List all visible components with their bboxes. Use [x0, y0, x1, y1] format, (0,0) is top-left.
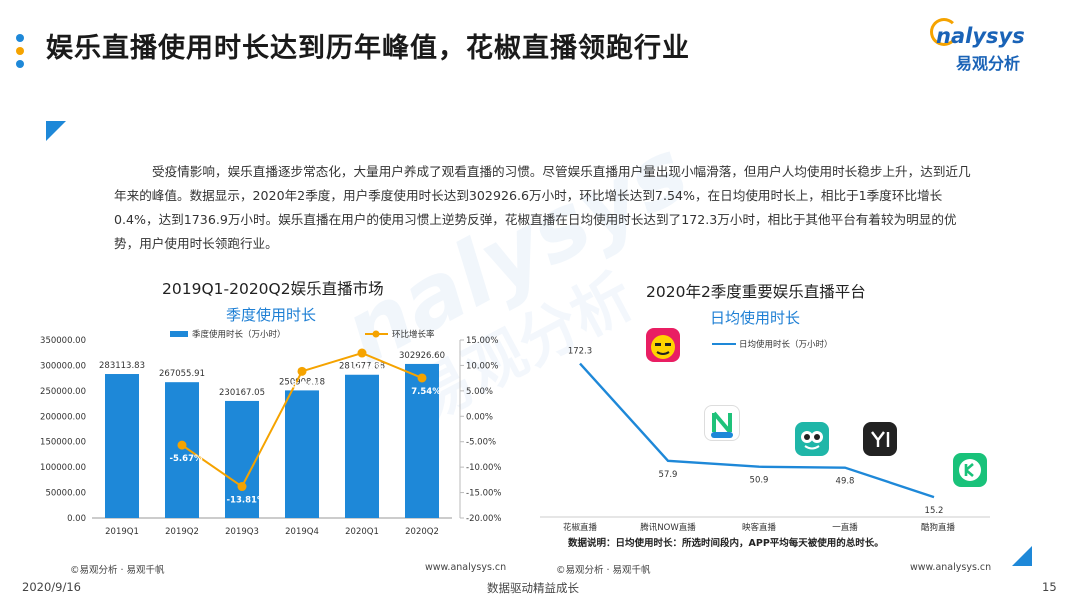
chart2-subtitle: 日均使用时长 — [710, 309, 801, 327]
growth-label: 12.44% — [348, 362, 384, 372]
bar-value-label: 283113.83 — [99, 361, 145, 371]
growth-point — [297, 366, 307, 376]
bar — [345, 374, 379, 518]
now-live-glyph — [711, 411, 733, 438]
x-tick-label: 映客直播 — [742, 522, 777, 533]
x-tick-label: 一直播 — [832, 522, 858, 533]
inke-icon — [795, 422, 829, 456]
page-number: 15 — [1042, 580, 1057, 594]
dot-3 — [16, 60, 24, 68]
legend-line-label: 日均使用时长（万小时） — [739, 339, 833, 350]
page-date: 2020/9/16 — [22, 580, 81, 594]
yizhibo-glyph — [871, 431, 890, 447]
bar — [405, 363, 439, 518]
chart2-svg: 172.3 57.9 50.9 49.8 15.2 花椒直播 腾讯NOW直播 映客直播 一直播 酷… — [540, 339, 990, 533]
usage-value-label: 50.9 — [750, 476, 769, 486]
summary-paragraph: 受疫情影响，娱乐直播逐步常态化，大量用户养成了观看直播的习惯。尽管娱乐直播用户量… — [114, 164, 971, 251]
legend-bar-label: 季度使用时长（万小时） — [192, 329, 286, 340]
dot-1 — [16, 34, 24, 42]
left-tick-label: 350000.00 — [40, 336, 86, 346]
left-tick-label: 250000.00 — [40, 387, 86, 397]
right-tick-label: -5.00% — [466, 438, 496, 448]
right-tick-label: -20.00% — [466, 514, 501, 524]
chart1-title: 2019Q1-2020Q2娱乐直播市场 — [162, 280, 384, 298]
legend-line-label: 环比增长率 — [392, 329, 435, 340]
left-tick-label: 150000.00 — [40, 438, 86, 448]
page-title: 娱乐直播使用时长达到历年峰值，花椒直播领跑行业 — [46, 33, 690, 64]
legend-bar-swatch — [170, 331, 188, 337]
growth-point — [417, 373, 427, 383]
chart2-title: 2020年2季度重要娱乐直播平台 — [646, 283, 866, 301]
bar-value-label: 250908.18 — [279, 377, 325, 387]
usage-value-label: 172.3 — [568, 347, 592, 357]
x-tick-label: 2019Q2 — [165, 527, 199, 537]
left-tick-label: 50000.00 — [45, 489, 86, 499]
legend-line-dot — [372, 330, 380, 338]
growth-point — [177, 440, 187, 450]
bar-value-label: 230167.05 — [219, 388, 265, 398]
x-tick-label: 花椒直播 — [563, 522, 598, 533]
right-tick-label: 5.00% — [466, 387, 493, 397]
usage-value-label: 15.2 — [925, 506, 944, 516]
left-tick-label: 100000.00 — [40, 463, 86, 473]
usage-value-label: 49.8 — [836, 477, 855, 487]
growth-point — [237, 482, 247, 492]
yizhibo-icon — [863, 422, 897, 456]
x-tick-label: 2019Q3 — [225, 527, 259, 537]
left-tick-label: 200000.00 — [40, 412, 86, 422]
bar — [285, 390, 319, 518]
corner-triangle-icon — [46, 121, 66, 141]
chart1-subtitle: 季度使用时长 — [226, 306, 317, 324]
growth-label: -5.67% — [169, 454, 202, 464]
bar-value-label: 302926.60 — [399, 351, 445, 361]
x-tick-label: 2019Q1 — [105, 527, 139, 537]
corner-triangle-bottom-icon — [1012, 546, 1032, 566]
chart1-footer-right: www.analysys.cn — [425, 562, 507, 573]
bar — [105, 374, 139, 518]
left-tick-label: 300000.00 — [40, 361, 86, 371]
right-tick-label: 0.00% — [466, 412, 493, 422]
x-tick-label: 2020Q1 — [345, 527, 379, 537]
growth-label: 7.54% — [411, 387, 441, 397]
x-tick-label: 2019Q4 — [285, 527, 319, 537]
x-tick-label: 2020Q2 — [405, 527, 439, 537]
growth-label: -13.81% — [227, 496, 266, 506]
usage-line — [579, 362, 935, 499]
growth-label: 8.84% — [291, 380, 321, 390]
page-slogan: 数据驱动精益成长 — [487, 581, 579, 595]
title-dots-icon — [16, 34, 26, 73]
usage-value-label: 57.9 — [659, 470, 678, 480]
chart2-footer-right: www.analysys.cn — [910, 562, 992, 573]
analysys-logo-icon — [930, 18, 958, 46]
growth-point — [357, 348, 367, 358]
inke-owl — [801, 431, 823, 450]
kugou-glyph — [959, 459, 981, 481]
huajiao-icon — [646, 328, 680, 362]
chart2-note: 数据说明：日均使用时长：所选时间段内，APP平均每天被使用的总时长。 — [568, 538, 884, 549]
right-tick-label: -10.00% — [466, 463, 501, 473]
huajiao-face — [651, 335, 675, 359]
dot-2 — [16, 47, 24, 55]
chart1-footer-left: ©易观分析 · 易观千帆 — [70, 565, 165, 576]
brand-logo-text: nalysys — [936, 24, 1025, 48]
kugou-live-icon — [953, 453, 987, 487]
x-tick-label: 酷狗直播 — [921, 522, 956, 533]
brand-logo-cn: 易观分析 — [956, 54, 1021, 73]
chart1-svg: 0.00 50000.00 100000.00 150000.00 200000.00 2… — [40, 329, 501, 537]
x-tick-label: 腾讯NOW直播 — [640, 522, 696, 533]
bar-value-label: 281677.88 — [339, 362, 385, 372]
right-tick-label: 15.00% — [466, 336, 498, 346]
bar-value-label: 267055.91 — [159, 369, 205, 379]
chart2-footer-left: ©易观分析 · 易观千帆 — [556, 565, 651, 576]
now-live-icon — [704, 405, 740, 441]
right-tick-label: -15.00% — [466, 489, 501, 499]
left-tick-label: 0.00 — [67, 514, 86, 524]
bar — [225, 400, 259, 518]
bar — [165, 382, 199, 518]
right-tick-label: 10.00% — [466, 361, 498, 371]
